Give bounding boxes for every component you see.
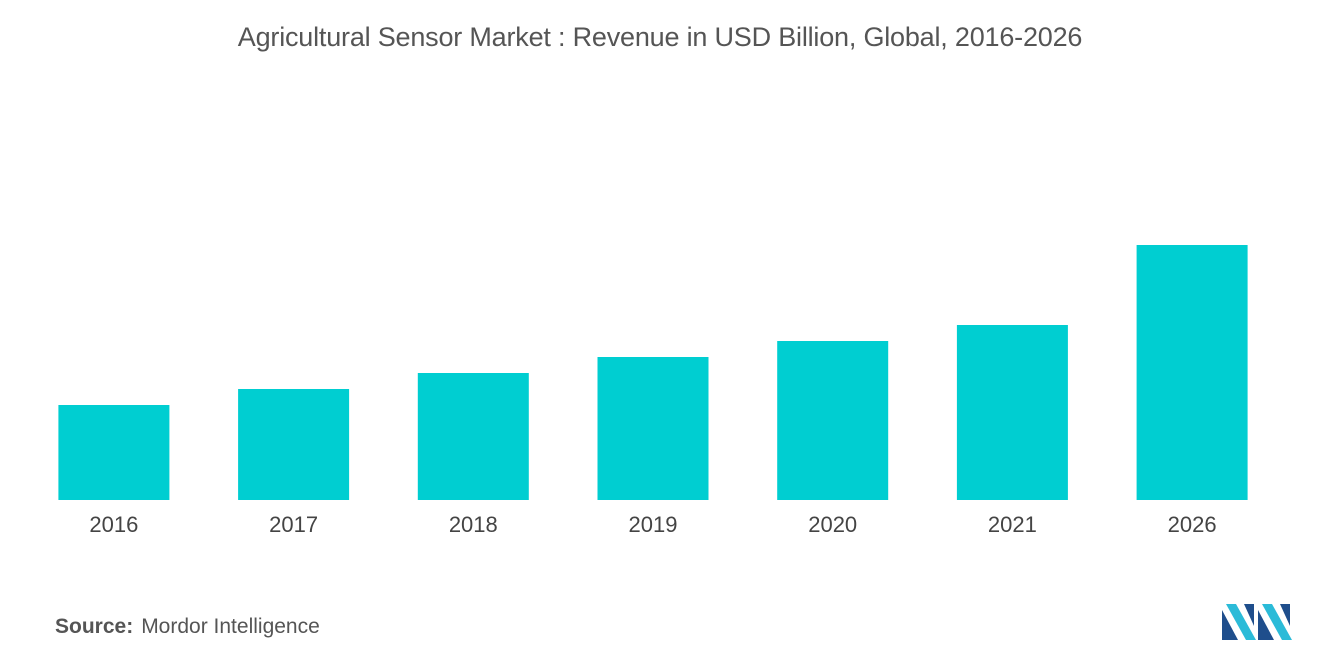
x-tick-label: 2026 (1168, 512, 1217, 537)
bar-2019 (597, 357, 709, 500)
x-tick-label: 2016 (89, 512, 138, 537)
bar-2016 (58, 405, 170, 500)
x-tick-label: 2017 (269, 512, 318, 537)
x-tick-label: 2021 (988, 512, 1037, 537)
x-tick-label: 2019 (629, 512, 678, 537)
chart-title: Agricultural Sensor Market : Revenue in … (237, 22, 1083, 52)
source-label: Source: (55, 615, 134, 638)
bar-2020 (777, 341, 889, 500)
bar-2026 (1136, 245, 1248, 500)
bar-2017 (238, 389, 350, 500)
bar-2018 (417, 373, 529, 500)
x-tick-label: 2020 (808, 512, 857, 537)
bar-2021 (956, 325, 1068, 500)
source-text: Mordor Intelligence (141, 615, 320, 638)
source-note: Source: Mordor Intelligence (55, 615, 320, 639)
mordor-intelligence-logo-icon (1222, 604, 1292, 640)
x-tick-label: 2018 (449, 512, 498, 537)
